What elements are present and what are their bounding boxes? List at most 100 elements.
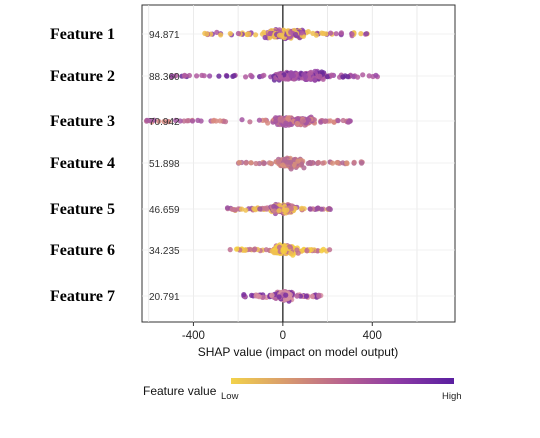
shap-point: [216, 73, 222, 79]
shap-point: [248, 72, 254, 78]
shap-point: [262, 34, 268, 41]
shap-point: [173, 117, 179, 123]
shap-point: [318, 206, 324, 212]
shap-point: [305, 160, 311, 166]
shap-point: [260, 294, 266, 300]
shap-point: [312, 77, 318, 83]
shap-point: [335, 118, 341, 124]
shap-point: [359, 160, 365, 166]
shap-point: [261, 29, 267, 35]
shap-point: [271, 250, 277, 256]
mean-shap-label: 94.871: [149, 30, 180, 41]
shap-point: [288, 29, 294, 35]
mean-shap-label: 51.898: [149, 159, 180, 170]
shap-point: [151, 117, 157, 123]
shap-point: [227, 247, 233, 253]
shap-point: [242, 247, 248, 253]
shap-point: [169, 73, 175, 79]
shap-point: [313, 32, 319, 38]
shap-point: [263, 247, 269, 253]
shap-point: [273, 115, 279, 121]
shap-point: [316, 293, 322, 299]
mean-shap-label: 70.942: [149, 117, 180, 128]
shap-point: [301, 71, 307, 77]
shap-point: [231, 73, 237, 79]
shap-point: [349, 31, 355, 37]
shap-point: [360, 72, 366, 78]
shap-point: [333, 31, 339, 37]
shap-point: [344, 160, 350, 167]
shap-point: [366, 73, 372, 79]
shap-point: [232, 207, 238, 213]
shap-point: [319, 248, 325, 254]
shap-point: [265, 120, 271, 126]
shap-point: [204, 31, 210, 37]
mean-shap-label: 46.659: [149, 205, 180, 216]
shap-point: [156, 118, 162, 124]
shap-point: [320, 160, 326, 166]
shap-point: [256, 294, 262, 300]
shap-point: [261, 160, 267, 166]
shap-point: [287, 244, 293, 250]
shap-point: [234, 246, 240, 252]
shap-point: [243, 207, 249, 213]
shap-point: [246, 31, 252, 37]
shap-point: [309, 293, 315, 299]
shap-point: [288, 72, 294, 78]
shap-point: [276, 294, 282, 300]
shap-point: [236, 159, 242, 166]
shap-point: [307, 206, 313, 212]
shap-point: [267, 30, 273, 36]
shap-point: [243, 160, 249, 166]
shap-point: [327, 247, 333, 253]
shap-point: [276, 208, 282, 214]
feature-name-label: Feature 6: [50, 242, 115, 259]
shap-point: [182, 72, 188, 78]
shap-point: [303, 293, 309, 299]
shap-point: [275, 159, 281, 165]
beeswarm-points: [144, 27, 380, 304]
x-tick-label: 0: [280, 330, 286, 342]
shap-point: [324, 74, 330, 80]
shap-point: [283, 120, 289, 126]
feature-name-label: Feature 5: [50, 201, 115, 218]
shap-point: [217, 118, 223, 124]
shap-point: [181, 118, 187, 124]
mean-shap-label: 88.360: [149, 72, 180, 83]
shap-point: [227, 30, 233, 37]
shap-point: [295, 250, 301, 256]
shap-point: [307, 70, 313, 76]
shap-point: [224, 205, 231, 211]
shap-point: [276, 32, 282, 38]
shap-point: [340, 160, 346, 166]
shap-point: [257, 206, 263, 212]
x-tick-label: 400: [363, 330, 382, 342]
shap-point: [268, 160, 274, 166]
shap-point: [345, 119, 351, 125]
colorbar-gradient: [231, 378, 454, 384]
shap-point: [280, 162, 286, 168]
shap-point: [267, 35, 273, 41]
mean-shap-label: 20.791: [149, 292, 180, 303]
shap-point: [317, 73, 323, 79]
shap-point: [278, 117, 284, 123]
shap-point: [261, 72, 267, 78]
shap-point: [293, 31, 299, 38]
x-axis-title: SHAP value (impact on model output): [198, 345, 399, 359]
shap-point: [253, 160, 259, 167]
shap-point: [287, 121, 293, 127]
shap-point: [355, 74, 361, 80]
shap-point: [340, 74, 346, 80]
feature-labels: Feature 1 94.871 Feature 2 88.360 Feature 3 7…: [50, 26, 180, 305]
shap-point: [252, 246, 258, 252]
shap-point: [207, 73, 213, 79]
shap-point: [269, 292, 275, 298]
shap-point: [185, 118, 192, 124]
shap-point: [218, 32, 224, 38]
shap-point: [186, 72, 192, 79]
shap-point: [315, 159, 321, 166]
shap-point: [318, 119, 324, 125]
shap-point: [284, 207, 290, 213]
shap-point: [194, 73, 200, 79]
shap-point: [161, 118, 167, 125]
